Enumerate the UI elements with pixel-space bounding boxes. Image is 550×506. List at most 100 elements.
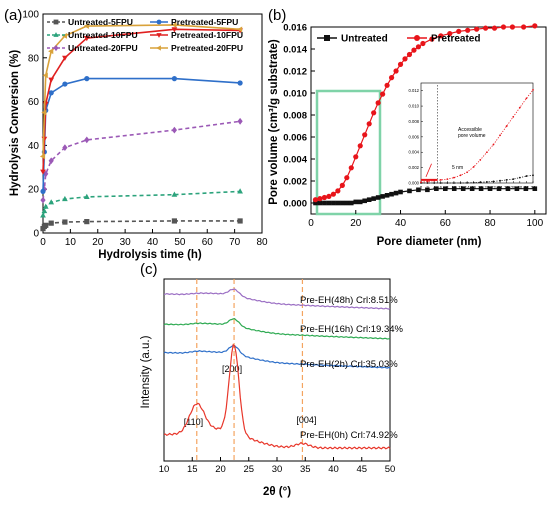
series-line <box>42 24 241 157</box>
data-point <box>237 218 243 224</box>
data-point <box>62 144 68 151</box>
panel-b-xlabel: Pore diameter (nm) <box>377 236 482 248</box>
data-point <box>42 203 49 209</box>
data-point <box>42 72 48 79</box>
data-point <box>48 220 54 226</box>
inset-data-point <box>505 125 508 127</box>
inset-y-tick-label: 0.002 <box>409 165 420 170</box>
series-line <box>42 77 241 192</box>
inset-x-tick-label: 28 <box>511 185 516 190</box>
panel-b: (b) 0 20 40 60 80 1000.0000.0020.0040.0060.00… <box>268 7 547 248</box>
x-tick-label: 40 <box>395 218 407 229</box>
data-point <box>48 90 54 96</box>
data-point <box>496 186 502 191</box>
inset-y-tick-label: 0.004 <box>409 150 420 155</box>
xrd-curve <box>163 288 391 310</box>
data-point <box>402 56 408 62</box>
panel-b-ticks: 0 20 40 60 80 1000.0000.0020.0040.0060.0080.0… <box>283 23 543 230</box>
data-point <box>62 81 68 87</box>
panel-b-legend: Untreated Pretreated <box>317 34 480 45</box>
data-point <box>312 197 319 203</box>
data-point <box>171 218 177 224</box>
data-point <box>236 26 243 33</box>
inset-x-tick-label: 26 <box>504 185 509 190</box>
data-point <box>330 191 336 197</box>
x-tick-label: 60 <box>202 237 214 248</box>
xrd-series-label: Pre-EH(0h) Crl:74.92% <box>300 430 398 441</box>
panel-b-frame <box>310 26 547 215</box>
x-tick-label: 10 <box>159 464 170 475</box>
inset-annotation-5nm: 5 nm <box>452 165 463 171</box>
data-point <box>384 193 390 198</box>
x-tick-label: 20 <box>92 237 104 248</box>
legend-marker <box>53 44 59 52</box>
y-tick-label: 0 <box>33 229 39 240</box>
legend-marker <box>414 35 420 41</box>
legend-marker <box>156 45 161 51</box>
inset-x-tick-label: 4 <box>433 185 436 190</box>
panel-c-ticks: 10 15 20 25 30 35 40 45 50 <box>159 457 396 475</box>
inset-x-tick-label: 14 <box>465 185 470 190</box>
legend-label: Untreated-20FPU <box>68 43 138 53</box>
y-tick-label: 20 <box>28 185 40 196</box>
inset-series-line <box>420 89 534 183</box>
data-point <box>434 186 439 191</box>
xrd-curve <box>163 343 391 450</box>
accessible-volume-arrow <box>425 163 432 178</box>
x-tick-label: 80 <box>484 218 496 229</box>
xrd-series-label: Pre-EH(48h) Crl:8.51% <box>300 295 398 306</box>
x-tick-label: 25 <box>243 464 254 475</box>
data-point <box>171 76 177 82</box>
panel-c-series: Pre-EH(48h) Crl:8.51% Pre-EH(16h) Crl:19.… <box>163 288 404 450</box>
inset-data-point <box>479 181 482 184</box>
y-tick-label: 0.016 <box>283 23 307 34</box>
inset-series-line <box>421 174 534 184</box>
inset-series <box>420 89 534 184</box>
inset-x-tick-label: 34 <box>531 185 536 190</box>
x-tick-label: 45 <box>356 464 367 475</box>
data-point <box>48 77 55 83</box>
y-tick-label: 0.010 <box>283 89 307 100</box>
data-point <box>48 48 54 55</box>
data-point <box>474 26 480 32</box>
data-point <box>344 175 350 181</box>
y-tick-label: 40 <box>28 141 40 152</box>
panel-b-series <box>312 23 538 206</box>
inset-x-tick-label: 20 <box>485 185 490 190</box>
x-tick-label: 60 <box>440 218 452 229</box>
inset-y-tick-label: 0.008 <box>409 119 420 124</box>
data-point <box>41 109 47 116</box>
data-point <box>40 196 46 204</box>
data-point <box>362 198 368 204</box>
data-point <box>371 110 377 116</box>
data-point <box>43 222 49 228</box>
y-tick-label: 0.006 <box>283 133 307 144</box>
data-point <box>393 68 399 74</box>
inset-x-tick-label: 32 <box>524 185 529 190</box>
panel-a: (a) 0 10 20 30 40 50 60 70 80 0 20 40 60 80 100 Hydrol… <box>4 7 268 261</box>
data-point <box>478 186 484 191</box>
data-point <box>532 23 538 29</box>
inset-x-tick-label: 24 <box>498 185 503 190</box>
inset-annotation-pore-volume: pore volume <box>458 133 486 139</box>
inset-x-tick-label: 16 <box>471 185 476 190</box>
data-point <box>348 165 354 171</box>
data-point <box>415 44 422 50</box>
legend-marker <box>53 32 59 37</box>
data-point <box>380 194 385 199</box>
xrd-curve <box>163 317 391 340</box>
y-tick-label: 60 <box>28 97 40 108</box>
x-tick-label: 40 <box>328 464 339 475</box>
inset-x-tick-label: 6 <box>440 185 443 190</box>
x-tick-label: 35 <box>300 464 311 475</box>
y-tick-label: 0.008 <box>283 111 307 122</box>
inset-x-tick-label: 12 <box>458 185 463 190</box>
y-tick-label: 0.012 <box>283 67 307 78</box>
x-tick-label: 50 <box>385 464 396 475</box>
panel-a-label: (a) <box>4 7 22 24</box>
inset-data-point <box>426 182 429 184</box>
data-point <box>313 200 318 206</box>
panel-c-label: (c) <box>140 261 158 278</box>
legend-marker <box>324 35 330 41</box>
panel-b-inset: 0 2 4 6 8 10 12 14 16 18 20 22 24 26 28 30 32 340.0000.00… <box>409 82 536 190</box>
